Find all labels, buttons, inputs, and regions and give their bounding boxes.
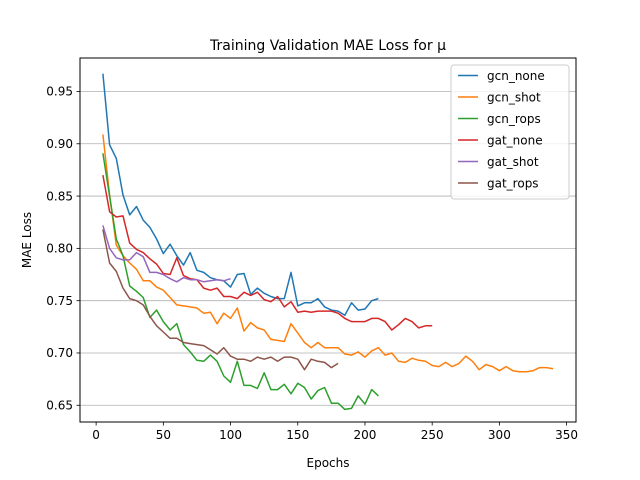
- y-tick-label: 0.95: [46, 85, 73, 99]
- y-axis-label: MAE Loss: [20, 212, 34, 268]
- legend: gcn_none gcn_shot gcn_rops gat_none gat_shot…: [450, 64, 570, 200]
- x-tick-label: 150: [286, 428, 309, 442]
- plot-frame: [79, 57, 577, 423]
- legend-label-gcn-shot: gcn_shot: [487, 90, 541, 104]
- series-line-gat-none: [102, 174, 433, 331]
- y-tick-label: 0.90: [46, 137, 73, 151]
- chart-title: Training Validation MAE Loss for μ: [209, 38, 446, 54]
- y-tick-label: 0.85: [46, 189, 73, 203]
- x-tick-label: 100: [219, 428, 242, 442]
- y-tick-label: 0.80: [46, 242, 73, 256]
- x-tick-label: 300: [488, 428, 511, 442]
- series-lines: [102, 73, 554, 411]
- legend-label-gat-shot: gat_shot: [487, 155, 539, 169]
- legend-label-gcn-rops: gcn_rops: [487, 112, 541, 126]
- legend-label-gat-none: gat_none: [487, 133, 543, 147]
- legend-label-gat-rops: gat_rops: [487, 176, 539, 190]
- y-tick-label: 0.65: [46, 398, 73, 412]
- series-line-gat-shot: [102, 225, 231, 283]
- series-line-gat-rops: [102, 229, 339, 371]
- series-line-gcn-shot: [102, 134, 554, 373]
- x-tick-label: 200: [354, 428, 377, 442]
- x-tick-label: 350: [555, 428, 578, 442]
- x-axis-label: Epochs: [307, 456, 350, 470]
- x-tick-label: 50: [156, 428, 171, 442]
- series-line-gcn-none: [102, 73, 379, 317]
- x-axis-ticks: 0 50 100 150 200 250 300 350: [92, 422, 578, 442]
- y-tick-label: 0.70: [46, 346, 73, 360]
- y-axis-ticks: 0.65 0.70 0.75 0.80 0.85 0.90 0.95: [46, 85, 80, 412]
- legend-label-gcn-none: gcn_none: [487, 69, 545, 83]
- y-tick-label: 0.75: [46, 294, 73, 308]
- x-tick-label: 250: [421, 428, 444, 442]
- x-tick-label: 0: [92, 428, 100, 442]
- legend-box: [450, 64, 570, 200]
